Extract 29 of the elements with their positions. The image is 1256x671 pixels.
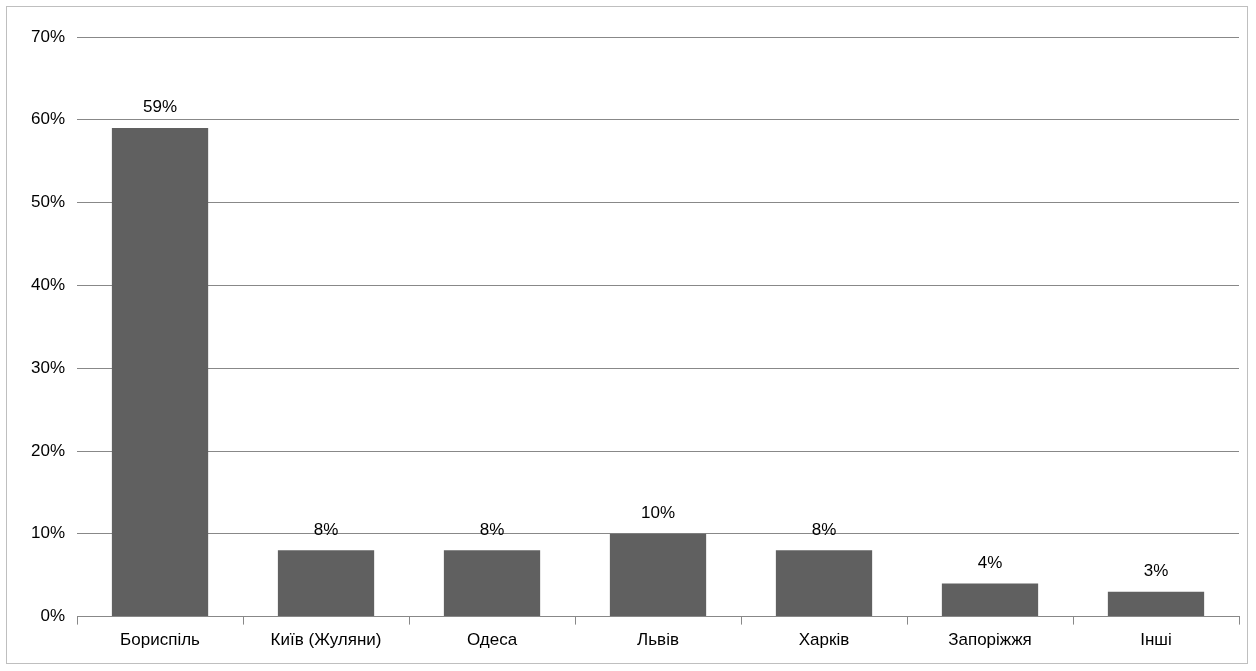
y-tick-label: 20% (30, 440, 66, 460)
bar (941, 583, 1039, 617)
data-label: 8% (811, 519, 837, 539)
y-tick-label: 30% (30, 357, 66, 377)
x-tick-label: Київ (Жуляни) (270, 630, 382, 650)
x-tick-label: Інші (1140, 630, 1172, 650)
x-tick-label: Запоріжжя (948, 630, 1032, 650)
y-tick-label: 70% (30, 26, 66, 46)
bar (1107, 591, 1205, 617)
bar (775, 550, 873, 617)
data-label: 10% (641, 502, 676, 522)
data-label: 59% (143, 97, 178, 117)
y-tick-label: 40% (30, 275, 66, 295)
bar (609, 533, 707, 617)
data-label: 8% (313, 519, 339, 539)
x-tick-label: Бориспіль (120, 630, 201, 650)
bar (277, 550, 375, 617)
data-label: 8% (479, 519, 505, 539)
x-tick-label: Львів (637, 630, 679, 650)
bar (111, 128, 209, 617)
data-label: 3% (1143, 560, 1169, 580)
y-tick-label: 50% (30, 192, 66, 212)
y-tick-label: 0% (40, 606, 66, 626)
bar (443, 550, 541, 617)
x-tick-label: Харків (798, 630, 850, 650)
data-label: 4% (977, 552, 1003, 572)
y-tick-label: 10% (30, 523, 66, 543)
y-tick-label: 60% (30, 109, 66, 129)
x-tick-label: Одеса (466, 630, 518, 650)
